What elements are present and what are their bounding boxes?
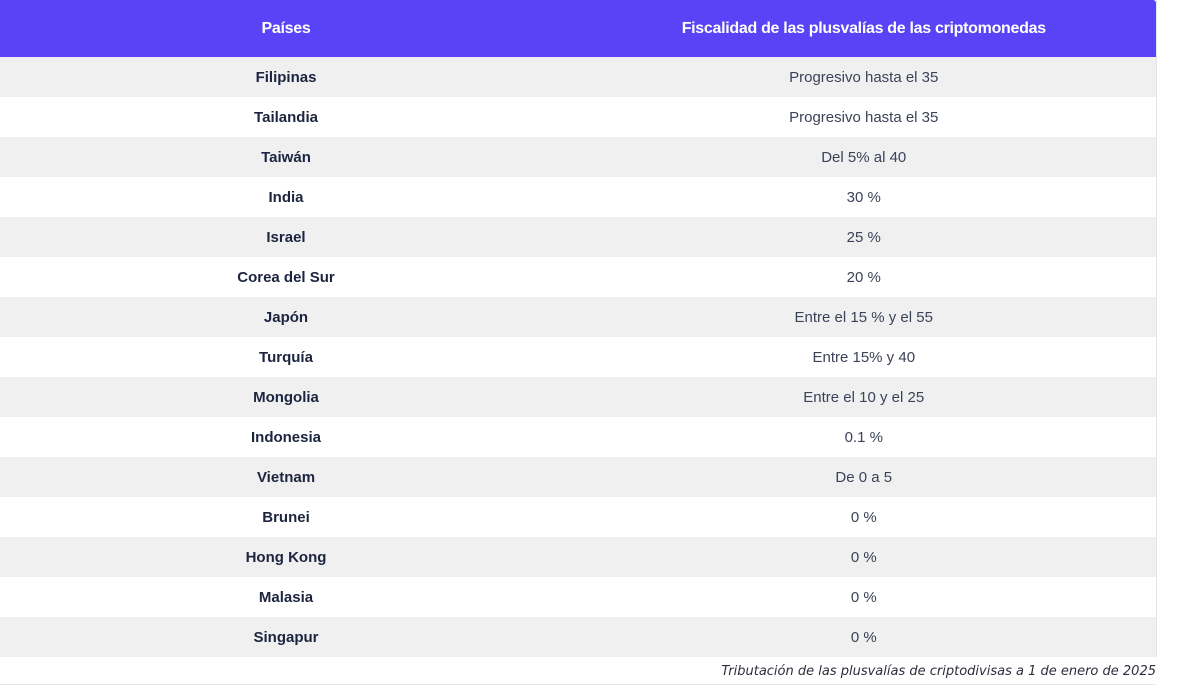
divider — [0, 684, 1156, 685]
country-cell: Corea del Sur — [237, 268, 335, 286]
table-header-row: Países Fiscalidad de las plusvalías de l… — [0, 0, 1156, 57]
table-caption: Tributación de las plusvalías de criptod… — [721, 664, 1156, 679]
table-row: Corea del Sur 20 % — [0, 257, 1156, 297]
tax-rate-cell: 0 % — [850, 628, 877, 646]
table-row: Malasia 0 % — [0, 577, 1156, 617]
country-cell: Taiwán — [261, 148, 311, 166]
country-cell: Turquía — [259, 348, 313, 366]
tax-rate-cell: 25 % — [846, 228, 881, 246]
header-countries: Países — [261, 19, 311, 37]
tax-rate-cell: Del 5% al 40 — [821, 148, 907, 166]
tax-rate-cell: 0 % — [850, 588, 877, 606]
tax-rate-cell: De 0 a 5 — [835, 468, 893, 486]
header-crypto-tax: Fiscalidad de las plusvalías de las crip… — [681, 19, 1046, 37]
tax-rate-cell: 0 % — [850, 548, 877, 566]
table-row: Taiwán Del 5% al 40 — [0, 137, 1156, 177]
tax-rate-cell: 0.1 % — [844, 428, 883, 446]
table-row: Singapur 0 % — [0, 617, 1156, 657]
country-cell: Malasia — [258, 588, 314, 606]
table-row: Brunei 0 % — [0, 497, 1156, 537]
country-cell: Indonesia — [250, 428, 321, 446]
table-row: Indonesia 0.1 % — [0, 417, 1156, 457]
table-body: Filipinas Progresivo hasta el 35 Tailandia… — [0, 57, 1156, 657]
tax-rate-cell: Progresivo hasta el 35 — [789, 108, 939, 126]
tax-rate-cell: 0 % — [850, 508, 877, 526]
table-row: India 30 % — [0, 177, 1156, 217]
country-cell: Japón — [263, 308, 309, 326]
country-cell: Israel — [266, 228, 306, 246]
tax-table-container: Países Fiscalidad de las plusvalías de l… — [0, 0, 1157, 657]
country-cell: Vietnam — [256, 468, 316, 486]
table-row: Turquía Entre 15% y 40 — [0, 337, 1156, 377]
tax-rate-cell: 30 % — [846, 188, 881, 206]
table-header: Países Fiscalidad de las plusvalías de l… — [0, 0, 1156, 57]
table-row: Vietnam De 0 a 5 — [0, 457, 1156, 497]
table-row: Filipinas Progresivo hasta el 35 — [0, 57, 1156, 97]
crypto-tax-table: Países Fiscalidad de las plusvalías de l… — [0, 0, 1157, 657]
country-cell: Brunei — [262, 508, 310, 526]
table-row: Israel 25 % — [0, 217, 1156, 257]
country-cell: Tailandia — [254, 108, 318, 126]
table-row: Hong Kong 0 % — [0, 537, 1156, 577]
country-cell: Mongolia — [253, 388, 319, 406]
country-cell: India — [268, 188, 304, 206]
tax-rate-cell: Entre 15% y 40 — [812, 348, 916, 366]
tax-rate-cell: Entre el 15 % y el 55 — [794, 308, 933, 326]
tax-rate-cell: 20 % — [846, 268, 881, 286]
country-cell: Singapur — [253, 628, 319, 646]
table-row: Tailandia Progresivo hasta el 35 — [0, 97, 1156, 137]
country-cell: Hong Kong — [245, 548, 327, 566]
table-row: Japón Entre el 15 % y el 55 — [0, 297, 1156, 337]
table-row: Mongolia Entre el 10 y el 25 — [0, 377, 1156, 417]
tax-rate-cell: Entre el 10 y el 25 — [803, 388, 925, 406]
country-cell: Filipinas — [255, 68, 317, 86]
tax-rate-cell: Progresivo hasta el 35 — [789, 68, 939, 86]
